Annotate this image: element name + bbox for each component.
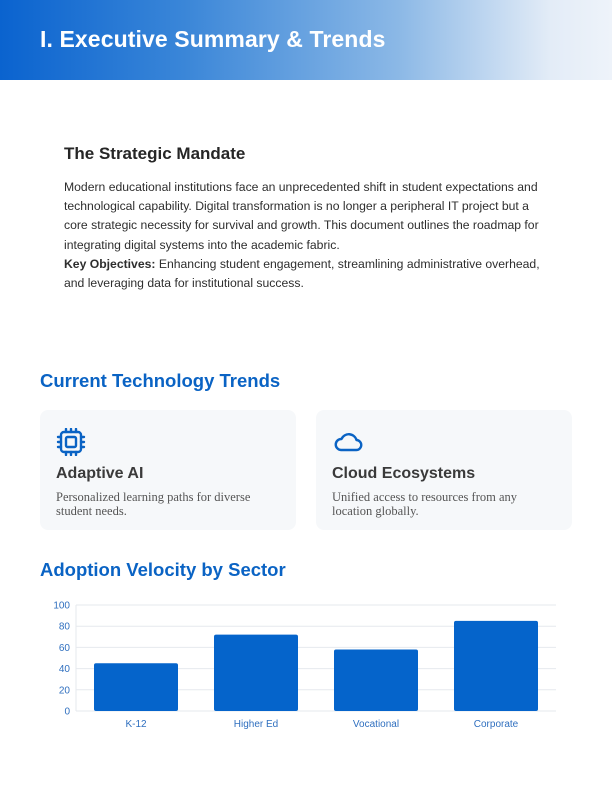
bar-corporate bbox=[454, 620, 538, 711]
chart-section-title: Adoption Velocity by Sector bbox=[40, 559, 286, 580]
y-tick-label: 40 bbox=[59, 664, 71, 675]
x-tick-label: Vocational bbox=[353, 719, 399, 730]
trend-card-description: Unified access to resources from any loc… bbox=[332, 490, 517, 518]
y-tick-label: 20 bbox=[59, 685, 71, 696]
y-tick-label: 60 bbox=[59, 643, 71, 654]
x-tick-label: Higher Ed bbox=[234, 719, 278, 730]
mandate-body-text: Modern educational institutions face an … bbox=[64, 180, 539, 252]
trend-card-title: Adaptive AI bbox=[56, 465, 144, 482]
trend-card-adaptive-ai: Adaptive AI Personalized learning paths … bbox=[40, 410, 296, 530]
bar-chart-canvas: 0 20 40 60 80 100 K-12 Higher Ed Vocational Corpo… bbox=[53, 601, 556, 730]
key-objectives-text: Enhancing student engagement, streamlini… bbox=[64, 256, 540, 291]
bar-vocational bbox=[334, 649, 418, 711]
trends-section-title: Current Technology Trends bbox=[40, 370, 281, 391]
y-tick-label: 100 bbox=[53, 601, 70, 612]
mandate-heading: The Strategic Mandate bbox=[64, 144, 246, 163]
adoption-bar-chart: 0 20 40 60 80 100 K-12 Higher Ed Vocational Corpo… bbox=[40, 598, 560, 738]
page-header: I. Executive Summary & Trends bbox=[0, 0, 612, 80]
page-title: I. Executive Summary & Trends bbox=[40, 26, 386, 52]
bar-k-12 bbox=[94, 663, 178, 711]
cpu-chip-icon bbox=[56, 427, 86, 457]
cloud-icon bbox=[332, 428, 363, 456]
trend-card-cloud-ecosystems: Cloud Ecosystems Unified access to resou… bbox=[316, 410, 572, 530]
x-tick-label: Corporate bbox=[474, 719, 519, 730]
x-tick-label: K-12 bbox=[125, 719, 147, 730]
mandate-body: Modern educational institutions face an … bbox=[64, 178, 554, 293]
strategic-mandate-section: The Strategic Mandate Modern educational… bbox=[64, 144, 554, 293]
y-tick-label: 0 bbox=[64, 707, 70, 718]
bar-higher-ed bbox=[214, 634, 298, 711]
trend-card-title: Cloud Ecosystems bbox=[332, 465, 476, 482]
trend-card-description: Personalized learning paths for diverse … bbox=[56, 490, 251, 518]
y-tick-label: 80 bbox=[59, 622, 71, 633]
key-objectives-label: Key Objectives: bbox=[64, 256, 156, 271]
